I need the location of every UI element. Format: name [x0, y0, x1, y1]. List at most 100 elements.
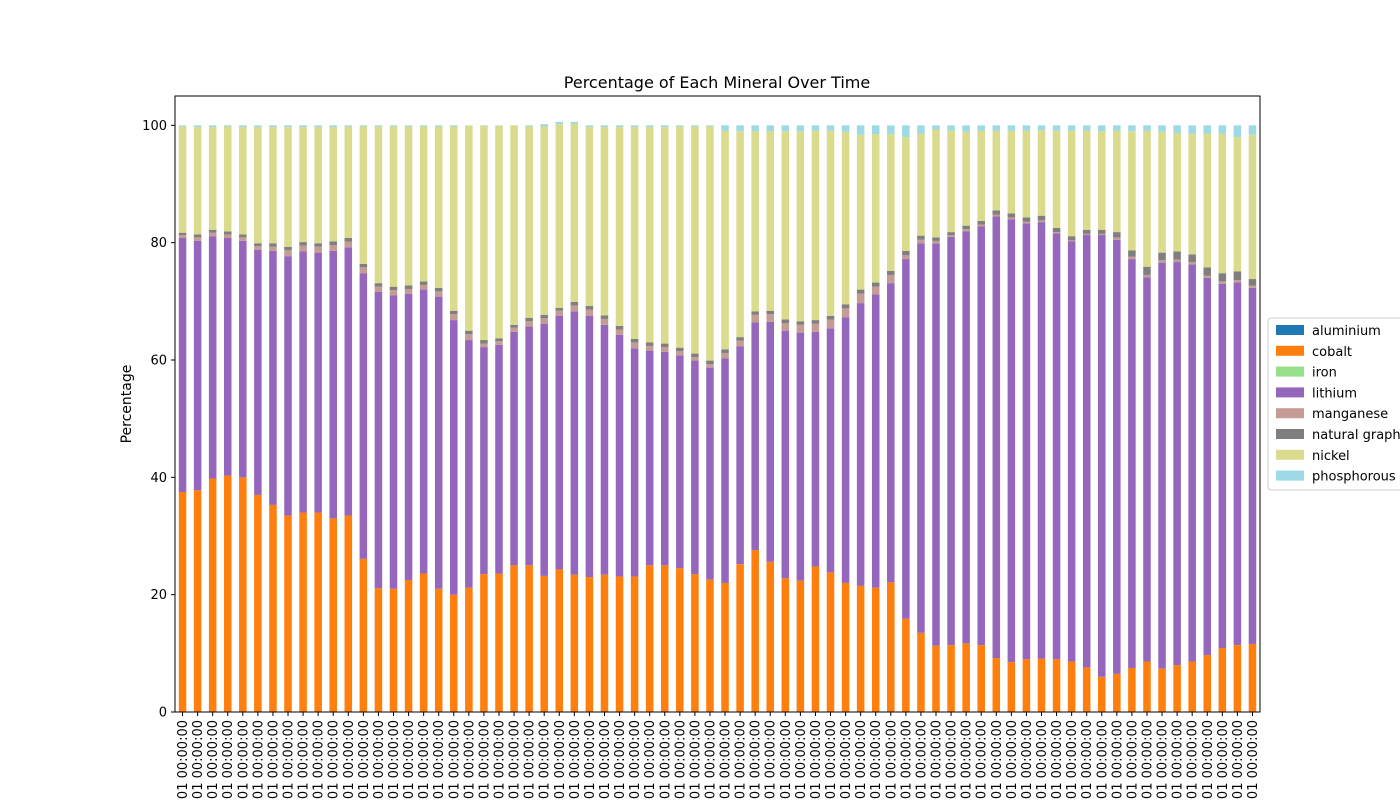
- bar-segment-lithium: [932, 243, 940, 646]
- bar-segment-natural-graphite: [917, 235, 925, 240]
- bar-segment-phosphorous: [751, 125, 759, 132]
- bar-segment-manganese: [856, 293, 865, 304]
- bar-segment-nickel: [525, 126, 533, 318]
- bar-segment-phosphorous: [178, 125, 187, 127]
- bar-segment-nickel: [585, 127, 594, 307]
- x-tick-label: 01 00:00:00: [191, 720, 206, 799]
- bar-segment-nickel: [1052, 130, 1061, 228]
- bar-segment-lithium: [299, 251, 307, 513]
- bar-segment-phosphorous: [1052, 125, 1061, 131]
- bar-segment-cobalt: [389, 588, 398, 712]
- x-tick-label: 01 00:00:00: [508, 720, 523, 799]
- bar-segment-natural-graphite: [781, 319, 790, 324]
- bar-segment-cobalt: [1098, 676, 1106, 712]
- bar-segment-cobalt: [645, 565, 654, 712]
- legend-label: natural graphite: [1312, 428, 1400, 443]
- bar-segment-natural-graphite: [1082, 229, 1091, 234]
- bar-segment-phosphorous: [314, 125, 322, 128]
- bar-segment-manganese: [962, 229, 970, 232]
- bar-segment-phosphorous: [917, 125, 925, 134]
- x-tick-label: 01 00:00:00: [477, 720, 492, 799]
- bar-segment-lithium: [510, 331, 518, 566]
- bar-segment-phosphorous: [299, 125, 307, 128]
- bar-segment-phosphorous: [223, 125, 232, 127]
- bar-segment-manganese: [329, 245, 337, 251]
- bar-segment-natural-graphite: [992, 210, 1001, 215]
- bar-segment-lithium: [615, 334, 624, 577]
- bar-segment-phosphorous: [359, 125, 368, 127]
- bar-segment-cobalt: [992, 658, 1001, 712]
- bar-segment-natural-graphite: [1128, 250, 1136, 257]
- bar-segment-cobalt: [947, 645, 955, 712]
- bar-segment-nickel: [691, 126, 699, 354]
- x-tick-label: 01 00:00:00: [628, 720, 643, 799]
- y-tick-label: 40: [150, 471, 167, 486]
- bar-segment-lithium: [374, 291, 383, 589]
- bar-segment-cobalt: [676, 568, 684, 712]
- bar-segment-manganese: [1007, 217, 1016, 220]
- x-tick-label: 01 00:00:00: [1216, 720, 1231, 799]
- bar-segment-manganese: [450, 314, 458, 321]
- bar-segment-nickel: [1188, 133, 1196, 255]
- bar-segment-cobalt: [600, 574, 609, 712]
- bar-segment-nickel: [645, 127, 654, 343]
- bar-segment-cobalt: [570, 574, 579, 712]
- bar-segment-manganese: [615, 329, 624, 335]
- bar-segment-cobalt: [585, 577, 594, 712]
- bar-segment-natural-graphite: [404, 285, 413, 290]
- bar-segment-manganese: [359, 267, 368, 274]
- bar-segment-cobalt: [1188, 661, 1196, 712]
- bar-segment-cobalt: [902, 618, 910, 712]
- bar-segment-natural-graphite: [1007, 213, 1016, 218]
- bar-segment-lithium: [887, 283, 895, 583]
- bar-segment-nickel: [932, 129, 940, 238]
- bar-segment-manganese: [540, 318, 548, 324]
- x-tick-label: 01 00:00:00: [538, 720, 553, 799]
- bars-layer: [178, 121, 1257, 712]
- bar-segment-natural-graphite: [1158, 252, 1166, 261]
- bar-segment-lithium: [796, 333, 805, 581]
- bar-segment-natural-graphite: [871, 282, 880, 287]
- bar-segment-phosphorous: [645, 125, 654, 128]
- bar-segment-manganese: [600, 318, 609, 325]
- x-tick-label: 01 00:00:00: [613, 720, 628, 799]
- bar-segment-phosphorous: [796, 125, 805, 132]
- bar-segment-lithium: [1188, 264, 1196, 662]
- bar-segment-nickel: [223, 126, 232, 232]
- bar-segment-phosphorous: [766, 125, 775, 132]
- bar-segment-lithium: [359, 273, 368, 559]
- bar-segment-cobalt: [1233, 645, 1242, 712]
- bar-segment-lithium: [344, 247, 353, 516]
- bar-segment-nickel: [871, 134, 880, 283]
- bar-segment-nickel: [841, 131, 850, 305]
- bar-segment-manganese: [1203, 275, 1212, 278]
- bar-segment-lithium: [1052, 233, 1061, 660]
- bar-segment-lithium: [389, 295, 398, 589]
- bar-segment-lithium: [841, 317, 850, 583]
- bar-segment-natural-graphite: [434, 287, 443, 292]
- bar-segment-natural-graphite: [1022, 217, 1031, 222]
- bar-segment-phosphorous: [404, 125, 413, 127]
- bar-segment-phosphorous: [540, 124, 548, 127]
- bar-segment-cobalt: [510, 565, 518, 712]
- bar-segment-nickel: [570, 123, 579, 302]
- bar-segment-manganese: [887, 274, 895, 284]
- bar-segment-lithium: [254, 249, 262, 495]
- bar-segment-nickel: [284, 127, 292, 247]
- bar-segment-phosphorous: [736, 125, 744, 132]
- bar-segment-manganese: [344, 241, 353, 248]
- x-tick-label: 01 00:00:00: [221, 720, 236, 799]
- x-tick-label: 01 00:00:00: [809, 720, 824, 799]
- bar-segment-manganese: [1128, 256, 1136, 260]
- x-tick-label: 01 00:00:00: [899, 720, 914, 799]
- bar-segment-manganese: [178, 235, 187, 238]
- bar-segment-phosphorous: [434, 125, 443, 127]
- bar-segment-phosphorous: [1248, 125, 1257, 135]
- bar-segment-nickel: [1037, 130, 1046, 216]
- bar-segment-nickel: [1022, 130, 1031, 218]
- bar-segment-lithium: [992, 216, 1001, 659]
- y-axis-label: Percentage: [119, 365, 135, 444]
- bar-segment-lithium: [1158, 262, 1166, 669]
- bar-segment-nickel: [344, 126, 353, 238]
- bar-segment-natural-graphite: [223, 231, 232, 235]
